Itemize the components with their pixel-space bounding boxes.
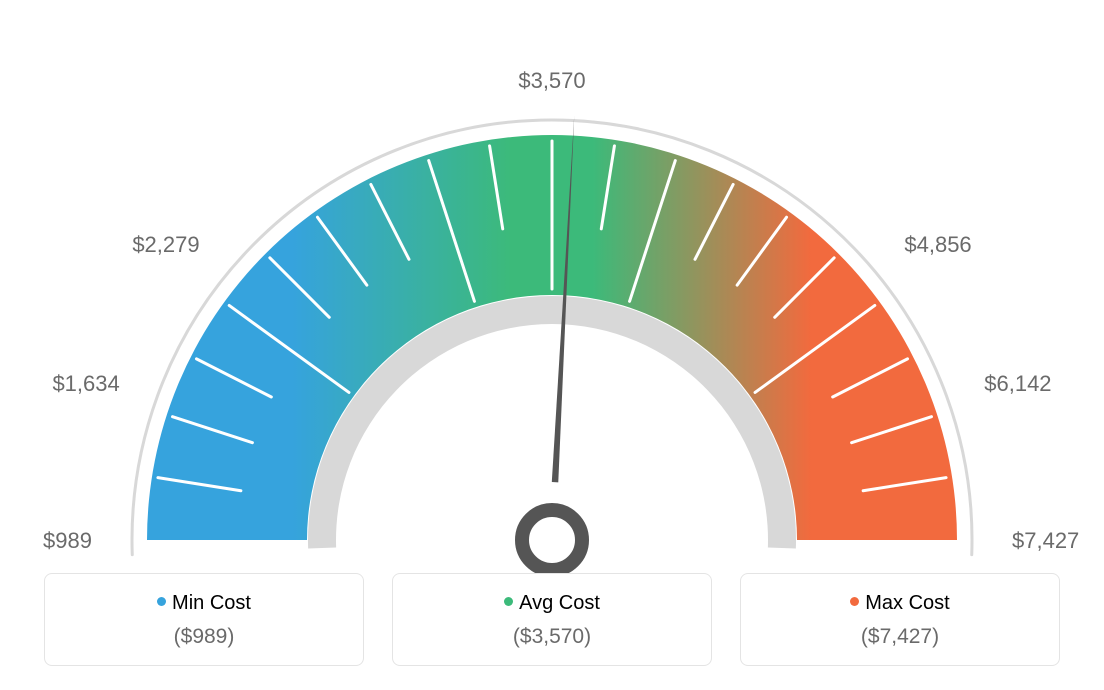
legend-row: Min Cost ($989) Avg Cost ($3,570) Max Co…: [0, 573, 1104, 666]
legend-title-min: Min Cost: [55, 592, 353, 615]
legend-dot-max: [850, 597, 859, 606]
legend-card-max: Max Cost ($7,427): [740, 573, 1060, 666]
scale-label: $1,634: [50, 371, 120, 397]
legend-card-avg: Avg Cost ($3,570): [392, 573, 712, 666]
legend-label-avg: Avg Cost: [519, 592, 600, 614]
legend-label-max: Max Cost: [865, 592, 949, 614]
legend-dot-avg: [504, 597, 513, 606]
cost-gauge-container: $989 $1,634 $2,279 $3,570 $4,856 $6,142 $7,427…: [0, 0, 1104, 690]
legend-label-min: Min Cost: [172, 592, 251, 614]
scale-label: $6,142: [984, 371, 1051, 397]
legend-value-min: ($989): [55, 625, 353, 649]
legend-value-avg: ($3,570): [403, 625, 701, 649]
scale-label: $3,570: [512, 68, 592, 94]
legend-title-max: Max Cost: [751, 592, 1049, 615]
scale-label: $7,427: [1012, 528, 1079, 554]
legend-value-max: ($7,427): [751, 625, 1049, 649]
scale-label: $2,279: [130, 232, 200, 258]
legend-title-avg: Avg Cost: [403, 592, 701, 615]
gauge-area: $989 $1,634 $2,279 $3,570 $4,856 $6,142 $7,427: [0, 0, 1104, 560]
gauge-svg: [52, 40, 1052, 580]
legend-dot-min: [157, 597, 166, 606]
scale-label: $4,856: [904, 232, 971, 258]
scale-label: $989: [22, 528, 92, 554]
legend-card-min: Min Cost ($989): [44, 573, 364, 666]
